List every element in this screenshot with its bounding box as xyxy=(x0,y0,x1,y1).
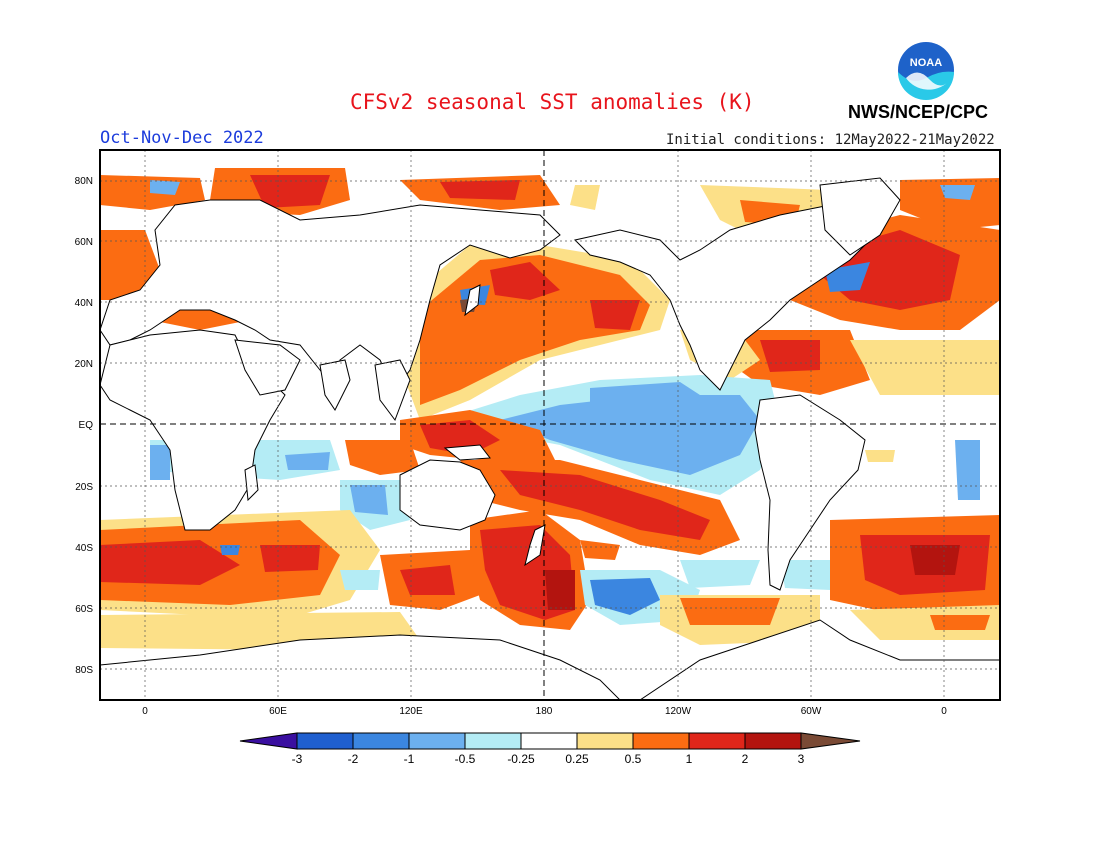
colorbar-swatch xyxy=(576,732,634,750)
colorbar-label: 0.5 xyxy=(625,752,642,766)
colorbar-label: 0.25 xyxy=(565,752,589,766)
lon-label: 60E xyxy=(269,706,287,717)
lat-label: 80S xyxy=(75,665,93,676)
lon-label: 120E xyxy=(399,706,423,717)
lon-label: 180 xyxy=(536,706,553,717)
greenland-island xyxy=(819,177,901,256)
lon-label: 0 xyxy=(941,706,947,717)
madagascar-island xyxy=(244,464,259,502)
lat-label: 60N xyxy=(75,237,93,248)
colorbar-label: 1 xyxy=(686,752,693,766)
map-frame xyxy=(99,149,1001,701)
colorbar-swatch xyxy=(296,732,354,750)
africa-continent xyxy=(100,329,286,531)
latitude-labels: 80N 60N 40N 20N EQ 20S 40S 60S 80S xyxy=(75,176,94,676)
colorbar-low-arrow xyxy=(239,732,298,750)
india-peninsula xyxy=(319,359,351,411)
colorbar xyxy=(239,732,861,750)
lon-label: 0 xyxy=(142,706,148,717)
south-america-continent xyxy=(754,394,866,591)
colorbar-label: 3 xyxy=(798,752,805,766)
initial-conditions-label: Initial conditions: 12May2022-21May2022 xyxy=(666,132,995,148)
lat-label: EQ xyxy=(79,420,94,431)
lat-label: 20N xyxy=(75,359,93,370)
lat-label: 80N xyxy=(75,176,93,187)
noaa-logo-text: NOAA xyxy=(910,57,942,69)
arabia-peninsula xyxy=(234,339,301,396)
lat-label: 60S xyxy=(75,604,93,615)
colorbar-swatch xyxy=(632,732,690,750)
lon-label: 60W xyxy=(801,706,822,717)
colorbar-labels: -3 -2 -1 -0.5 -0.25 0.25 0.5 1 2 3 xyxy=(292,752,805,766)
colorbar-swatch xyxy=(744,732,802,750)
lat-label: 20S xyxy=(75,482,93,493)
map-title: CFSv2 seasonal SST anomalies (K) xyxy=(350,90,755,114)
longitude-labels: 0 60E 120E 180 120W 60W 0 xyxy=(142,706,947,717)
lat-label: 40N xyxy=(75,298,93,309)
colorbar-label: -2 xyxy=(348,752,359,766)
lon-label: 120W xyxy=(665,706,692,717)
colorbar-label: -0.5 xyxy=(455,752,476,766)
noaa-logo: NOAA xyxy=(898,42,954,100)
eurasia-continent xyxy=(100,199,561,392)
colorbar-swatch xyxy=(352,732,410,750)
japan-islands xyxy=(464,284,481,317)
new-zealand-island xyxy=(524,524,546,567)
colorbar-swatch xyxy=(464,732,522,750)
colorbar-label: -0.25 xyxy=(507,752,535,766)
colorbar-swatch xyxy=(688,732,746,750)
colorbar-swatch xyxy=(408,732,466,750)
continents xyxy=(100,177,1000,700)
graticule xyxy=(100,150,1000,700)
season-label: Oct-Nov-Dec 2022 xyxy=(100,128,264,148)
colorbar-label: -3 xyxy=(292,752,303,766)
colorbar-high-arrow xyxy=(800,732,861,750)
colorbar-swatch xyxy=(520,732,578,750)
antarctica-continent xyxy=(100,619,1000,700)
new-guinea-island xyxy=(443,444,491,461)
lat-label: 40S xyxy=(75,543,93,554)
north-america-continent xyxy=(574,199,881,391)
colorbar-label: -1 xyxy=(404,752,415,766)
australia-continent xyxy=(399,459,496,531)
reference-lines xyxy=(100,150,1000,700)
colorbar-label: 2 xyxy=(742,752,749,766)
indochina-peninsula xyxy=(374,359,411,422)
organization-label: NWS/NCEP/CPC xyxy=(848,102,989,122)
